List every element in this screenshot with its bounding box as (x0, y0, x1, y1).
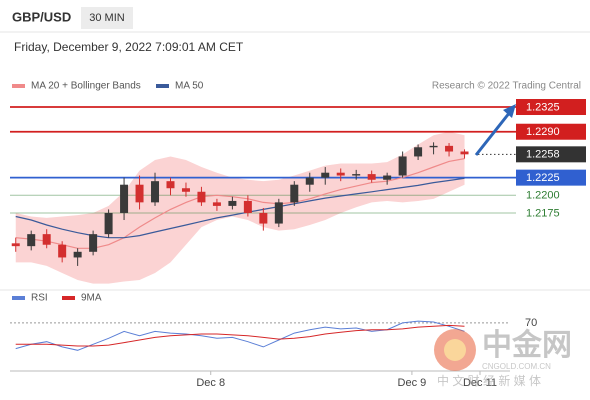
candle-body (135, 184, 144, 203)
candle-body (352, 174, 361, 176)
candle-body (11, 243, 20, 247)
candle-body (445, 145, 454, 152)
candle-body (104, 212, 113, 235)
x-tick-label: Dec 11 (463, 377, 497, 389)
candle-body (27, 234, 36, 247)
watermark-logo (444, 339, 466, 361)
candle-body (243, 200, 252, 213)
candle-body (73, 251, 82, 258)
timeframe[interactable]: 30 MIN (89, 12, 125, 24)
bollinger-band (15, 131, 465, 284)
candle-body (305, 177, 314, 185)
price-label: 1.2200 (526, 190, 560, 202)
price-label-box (516, 123, 586, 140)
legend-label: MA 20 + Bollinger Bands (31, 81, 141, 92)
timeframe-box[interactable] (81, 7, 133, 29)
legend-label: RSI (31, 293, 48, 304)
symbol: GBP/USD (12, 9, 71, 24)
watermark-brand: 中金网 (482, 328, 572, 362)
watermark-domain: CNGOLD.COM.CN (482, 362, 551, 371)
candle-body (151, 181, 160, 203)
candle-body (197, 191, 206, 203)
price-label: 1.2225 (526, 172, 560, 184)
candle-body (181, 188, 190, 192)
candle-body (259, 212, 268, 224)
candle-body (398, 156, 407, 176)
forecast-arrow (474, 111, 512, 156)
candle-body (336, 172, 345, 176)
x-tick-label: Dec 9 (398, 377, 427, 389)
candle-body (42, 234, 51, 245)
legend-label: MA 50 (175, 81, 204, 92)
price-label: 1.2325 (526, 101, 560, 113)
candle-body (321, 172, 330, 178)
datetime: Friday, December 9, 2022 7:09:01 AM CET (14, 40, 244, 54)
candle-body (120, 184, 129, 213)
y-tick-label: 70 (525, 317, 537, 329)
price-label-box (516, 146, 586, 163)
indicator-line (15, 320, 465, 351)
candle-body (212, 202, 221, 206)
indicator-line (15, 324, 465, 347)
candle-body (58, 244, 67, 258)
watermark: 中金网 CNGOLD.COM.CN 中 文 财 经 新 媒 体 (434, 328, 572, 388)
candle-body (89, 234, 98, 252)
price-label: 1.2175 (526, 207, 560, 219)
candle-body (414, 147, 423, 157)
price-label: 1.2258 (526, 149, 560, 161)
candle-body (429, 145, 438, 148)
forecast-arrow-head (503, 104, 516, 118)
price-label-box (516, 99, 586, 116)
candle-body (166, 181, 175, 189)
candle-body (274, 202, 283, 224)
price-label-box (516, 169, 586, 186)
watermark-tagline: 中 文 财 经 新 媒 体 (437, 373, 541, 388)
source: Research © 2022 Trading Central (432, 81, 581, 92)
x-tick-label: Dec 8 (196, 377, 225, 389)
candle-body (460, 151, 469, 155)
price-label: 1.2290 (526, 126, 560, 138)
candle-body (383, 175, 392, 180)
candle-body (290, 184, 299, 203)
legend-label: 9MA (81, 293, 102, 304)
candle-body (367, 174, 376, 180)
candle-body (228, 200, 237, 206)
